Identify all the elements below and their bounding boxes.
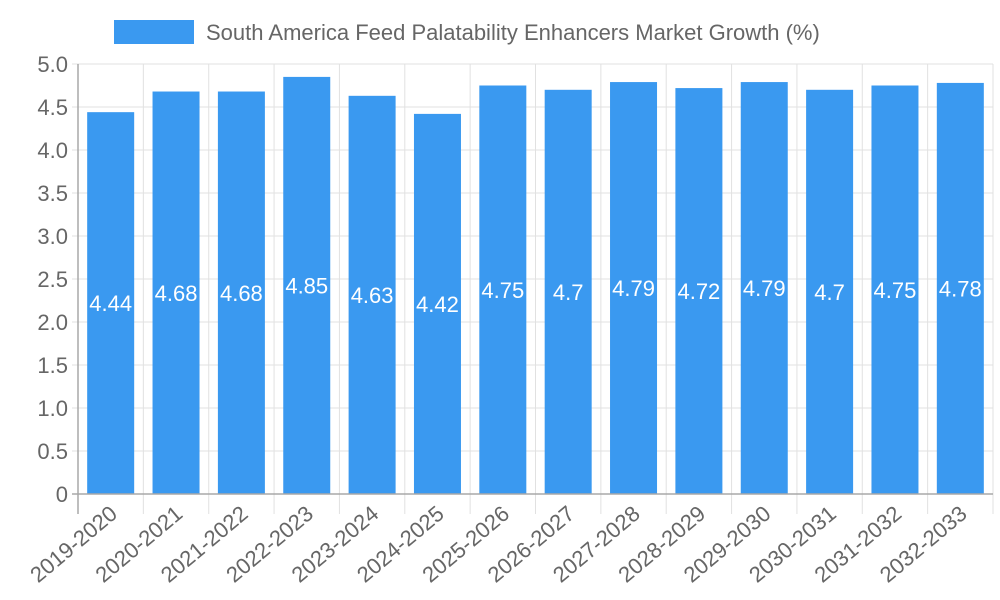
bar[interactable]	[544, 89, 592, 495]
y-tick-label: 5.0	[37, 52, 68, 77]
bar[interactable]	[740, 82, 788, 494]
y-tick-label: 3.0	[37, 224, 68, 249]
bar[interactable]	[936, 82, 984, 495]
bars	[87, 76, 984, 495]
bar-value-label: 4.63	[351, 283, 394, 308]
y-tick-label: 0	[56, 482, 68, 507]
bar-value-label: 4.79	[743, 276, 786, 301]
bar[interactable]	[348, 95, 396, 494]
bar[interactable]	[479, 85, 527, 495]
bar[interactable]	[675, 88, 723, 494]
bar[interactable]	[871, 85, 919, 495]
grid-lines	[72, 63, 994, 514]
bar[interactable]	[152, 91, 200, 495]
bar-value-label: 4.75	[481, 278, 524, 303]
bar[interactable]	[610, 82, 658, 494]
y-tick-label: 1.5	[37, 353, 68, 378]
bar-value-label: 4.7	[814, 280, 845, 305]
bar-value-label: 4.79	[612, 276, 655, 301]
legend[interactable]: South America Feed Palatability Enhancer…	[114, 20, 820, 45]
y-tick-label: 2.5	[37, 267, 68, 292]
y-tick-label: 2.0	[37, 310, 68, 335]
axes	[72, 64, 993, 514]
legend-swatch	[114, 20, 194, 44]
bar-value-label: 4.68	[220, 281, 263, 306]
bar[interactable]	[217, 91, 265, 495]
bar-value-label: 4.85	[285, 273, 328, 298]
bar-value-label: 4.75	[874, 278, 917, 303]
bar-value-label: 4.44	[89, 291, 132, 316]
y-tick-label: 4.0	[37, 138, 68, 163]
y-tick-label: 4.5	[37, 95, 68, 120]
bar[interactable]	[413, 113, 461, 494]
bar-value-label: 4.78	[939, 276, 982, 301]
x-axis-ticks: 2019-20202020-20212021-20222022-20232023…	[25, 501, 971, 588]
bar-value-label: 4.7	[553, 280, 584, 305]
data-labels: 4.44 4.68 4.68 4.85 4.63 4.42 4.75 4.7 4.79 4.72 4…	[89, 273, 981, 316]
y-axis-ticks: 0 0.5 1.0 1.5 2.0 2.5 3.0 3.5 4.0 4.5 5.0	[37, 52, 68, 507]
y-tick-label: 1.0	[37, 396, 68, 421]
bar-value-label: 4.68	[155, 281, 198, 306]
bar-value-label: 4.72	[677, 279, 720, 304]
legend-label: South America Feed Palatability Enhancer…	[206, 20, 820, 45]
y-tick-label: 0.5	[37, 439, 68, 464]
bar[interactable]	[87, 112, 135, 494]
bar[interactable]	[283, 76, 331, 495]
bar-value-label: 4.42	[416, 292, 459, 317]
y-tick-label: 3.5	[37, 181, 68, 206]
bar[interactable]	[806, 89, 854, 495]
